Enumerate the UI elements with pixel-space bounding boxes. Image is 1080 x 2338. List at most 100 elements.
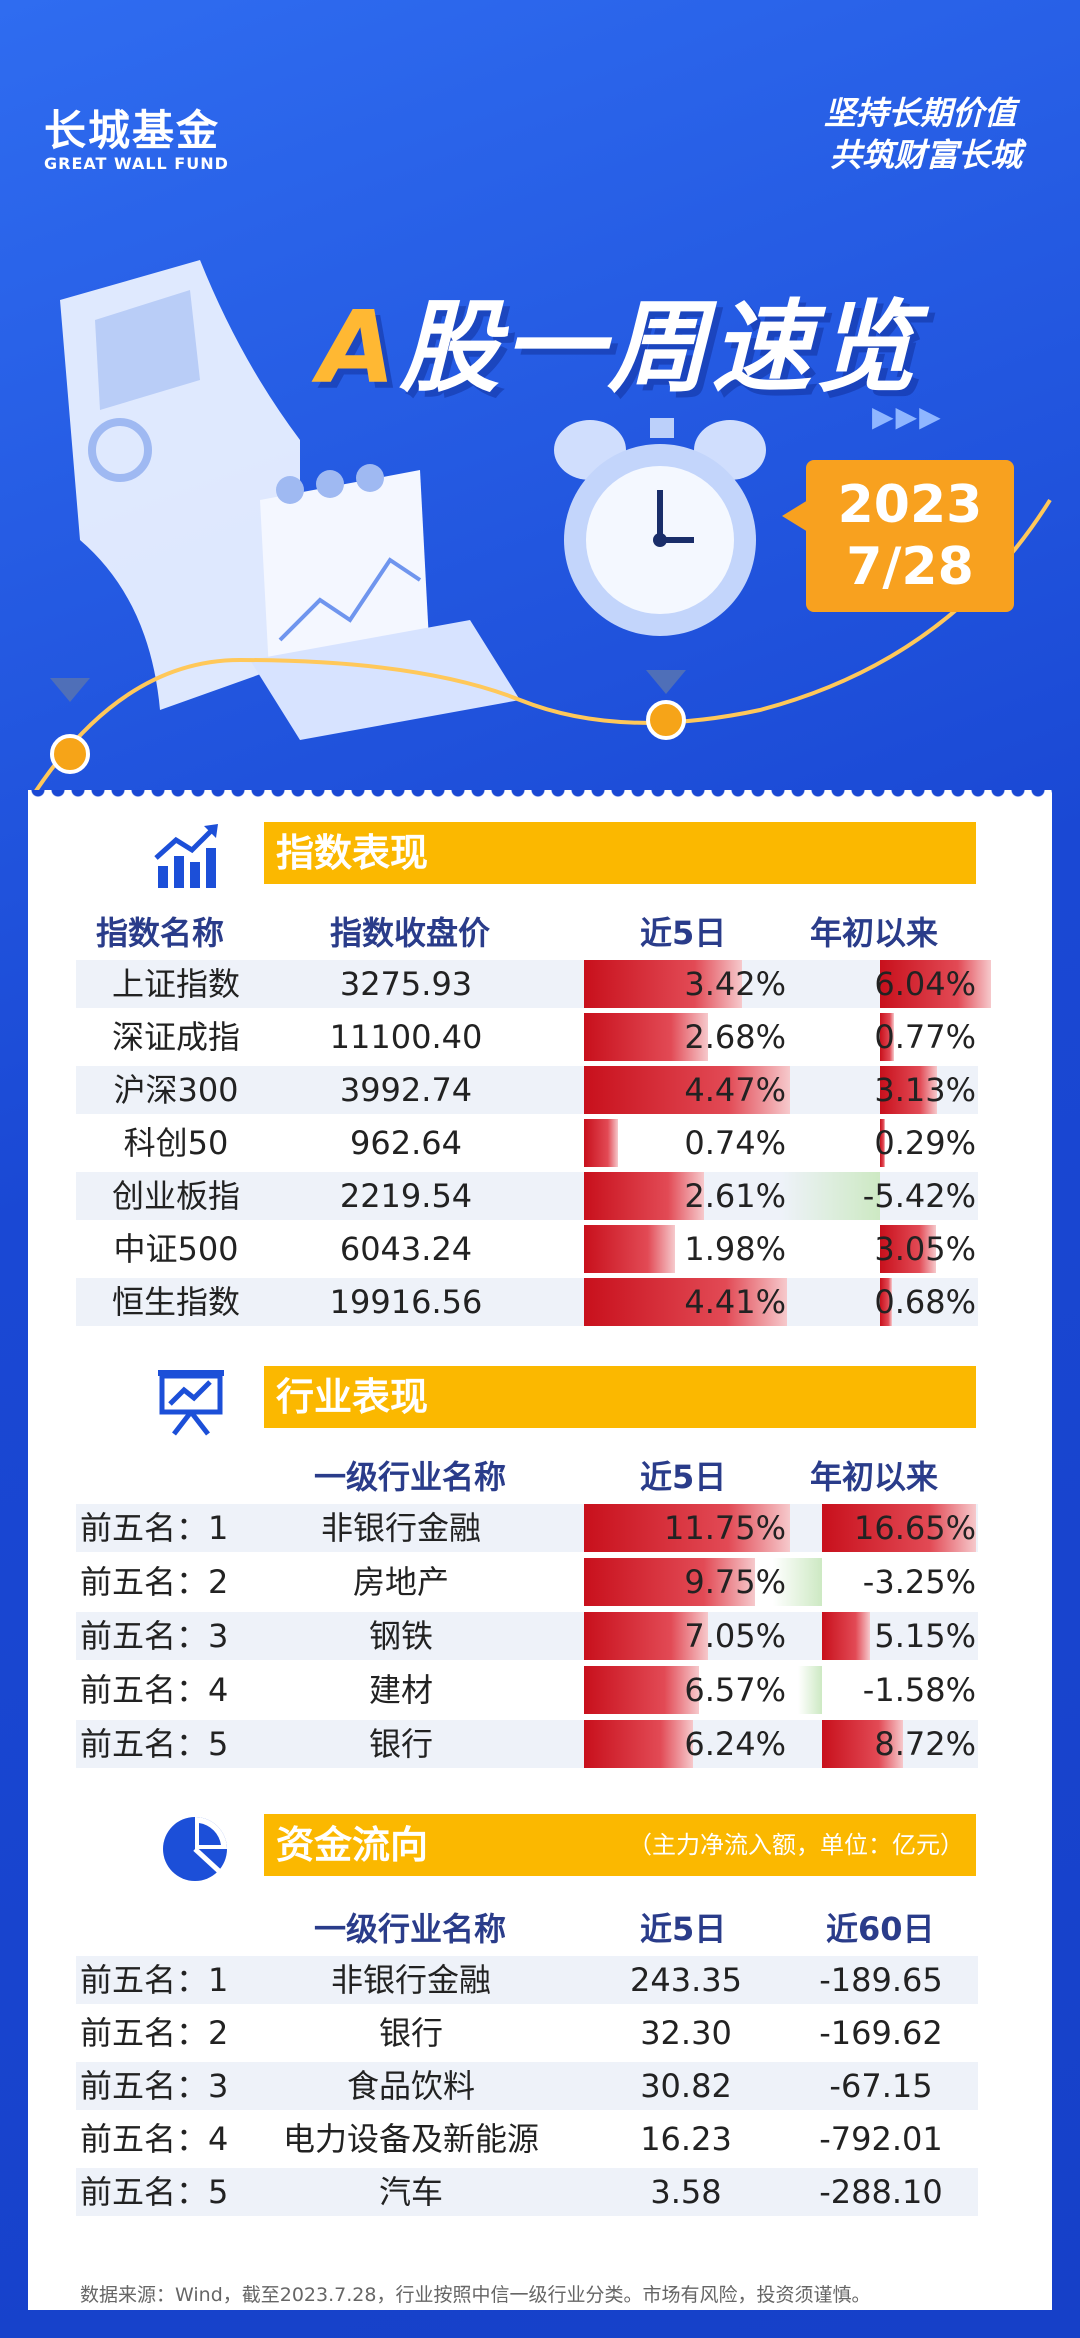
flow-60d: -189.65 [819, 1961, 943, 1999]
table-row: 前五名：4 电力设备及新能源 16.23 -792.01 [76, 2115, 978, 2163]
change-ytd: 8.72% [874, 1725, 976, 1763]
index-name: 恒生指数 [111, 1283, 240, 1321]
change-5d: 3.42% [684, 965, 786, 1003]
header-industry-name: 一级行业名称 [314, 1458, 507, 1496]
play-arrows-icon: ▶▶▶ [872, 400, 943, 433]
industry-name: 银行 [368, 1725, 433, 1763]
bar-ytd [780, 1172, 880, 1220]
header-flow-name: 一级行业名称 [314, 1910, 507, 1948]
change-5d: 6.57% [684, 1671, 786, 1709]
header-ytd: 年初以来 [810, 914, 939, 952]
close-price: 3275.93 [339, 965, 473, 1003]
bar-5d [584, 1119, 619, 1167]
slogan: 坚持长期价值 共筑财富长城 [823, 92, 1022, 176]
close-price: 2219.54 [339, 1177, 473, 1215]
bar-5d [584, 1013, 708, 1061]
close-price: 962.64 [350, 1124, 462, 1162]
change-ytd: -5.42% [862, 1177, 976, 1215]
close-price: 19916.56 [329, 1283, 483, 1321]
bar-chart-icon [154, 824, 218, 888]
flow-60d: -67.15 [829, 2067, 933, 2105]
change-5d: 9.75% [684, 1563, 786, 1601]
table-row: 科创50 962.64 0.74% 0.29% [76, 1119, 978, 1167]
header-5d: 近5日 [640, 914, 727, 952]
alarm-clock-icon [554, 418, 766, 636]
table-row: 沪深300 3992.74 4.47% 3.13% [76, 1066, 978, 1114]
bar-ytd [798, 1666, 822, 1714]
slogan-line-2: 共筑财富长城 [829, 136, 1022, 174]
timeline-dot-left [50, 734, 90, 774]
change-5d: 2.61% [684, 1177, 786, 1215]
change-5d: 4.41% [684, 1283, 786, 1321]
section-title-industry: 行业表现 [264, 1366, 976, 1428]
brand-name-en: GREAT WALL FUND [44, 154, 229, 173]
rank-label: 前五名：4 [80, 1671, 229, 1709]
index-name: 上证指数 [111, 965, 240, 1003]
slogan-line-1: 坚持长期价值 [823, 94, 1016, 132]
table-row: 前五名：4 建材 6.57% -1.58% [76, 1666, 978, 1714]
industry-name: 钢铁 [368, 1617, 433, 1655]
change-5d: 4.47% [684, 1071, 786, 1109]
flow-5d: 30.82 [640, 2067, 732, 2105]
table-row: 前五名：3 食品饮料 30.82 -67.15 [76, 2062, 978, 2110]
industry-name: 银行 [378, 2014, 443, 2052]
bar-5d [584, 1558, 755, 1606]
change-5d: 11.75% [663, 1509, 786, 1547]
industry-name: 非银行金融 [320, 1509, 481, 1547]
bar-ytd [880, 1066, 938, 1114]
bar-ytd [880, 960, 991, 1008]
bar-ytd [773, 1558, 822, 1606]
change-ytd: 0.77% [874, 1018, 976, 1056]
bar-ytd [880, 1013, 895, 1061]
table-row: 前五名：5 汽车 3.58 -288.10 [76, 2168, 978, 2216]
change-5d: 0.74% [684, 1124, 786, 1162]
bar-ytd [822, 1720, 903, 1768]
flow-5d: 32.30 [640, 2014, 732, 2052]
industry-name: 建材 [368, 1671, 433, 1709]
bar-ytd [880, 1119, 886, 1167]
table-row: 前五名：1 非银行金融 11.75% 16.65% [76, 1504, 978, 1552]
industry-name: 房地产 [352, 1563, 449, 1601]
change-5d: 7.05% [684, 1617, 786, 1655]
hero-title: A股一周速览 [318, 289, 920, 406]
table-row: 深证成指 11100.40 2.68% 0.77% [76, 1013, 978, 1061]
industry-name: 非银行金融 [330, 1961, 491, 1999]
bar-5d [584, 1066, 790, 1114]
change-5d: 1.98% [684, 1230, 786, 1268]
change-ytd: 3.13% [874, 1071, 976, 1109]
change-ytd: 16.65% [853, 1509, 976, 1547]
rank-label: 前五名：1 [80, 1961, 229, 1999]
hero-illustration [28, 260, 1052, 800]
industry-name: 食品饮料 [346, 2067, 475, 2105]
index-name: 深证成指 [111, 1018, 240, 1056]
index-name: 中证500 [113, 1230, 239, 1268]
header-industry-ytd: 年初以来 [810, 1458, 939, 1496]
flow-5d: 3.58 [650, 2173, 722, 2211]
change-5d: 2.68% [684, 1018, 786, 1056]
change-ytd: -1.58% [862, 1671, 976, 1709]
change-5d: 6.24% [684, 1725, 786, 1763]
footer-disclaimer: 数据来源：Wind，截至2023.7.28，行业按照中信一级行业分类。市场有风险… [80, 2284, 871, 2306]
bar-5d [584, 960, 742, 1008]
close-price: 11100.40 [329, 1018, 483, 1056]
bar-5d [584, 1666, 700, 1714]
flow-60d: -288.10 [819, 2173, 943, 2211]
change-ytd: -3.25% [862, 1563, 976, 1601]
bar-ytd [822, 1612, 870, 1660]
pie-chart-icon [163, 1817, 227, 1881]
index-name: 科创50 [123, 1124, 229, 1162]
date-badge: 2023 7/28 [782, 460, 1014, 612]
change-ytd: 0.29% [874, 1124, 976, 1162]
flow-60d: -169.62 [819, 2014, 943, 2052]
rank-label: 前五名：2 [80, 1563, 229, 1601]
change-ytd: 5.15% [874, 1617, 976, 1655]
bar-5d [584, 1612, 708, 1660]
industry-name: 汽车 [378, 2173, 443, 2211]
close-price: 3992.74 [339, 1071, 473, 1109]
rank-label: 前五名：5 [80, 2173, 229, 2211]
table-row: 中证500 6043.24 1.98% 3.05% [76, 1225, 978, 1273]
table-row: 恒生指数 19916.56 4.41% 0.68% [76, 1278, 978, 1326]
header-index-name: 指数名称 [96, 914, 225, 952]
timeline-curve [28, 498, 1052, 800]
table-row: 上证指数 3275.93 3.42% 6.04% [76, 960, 991, 1008]
